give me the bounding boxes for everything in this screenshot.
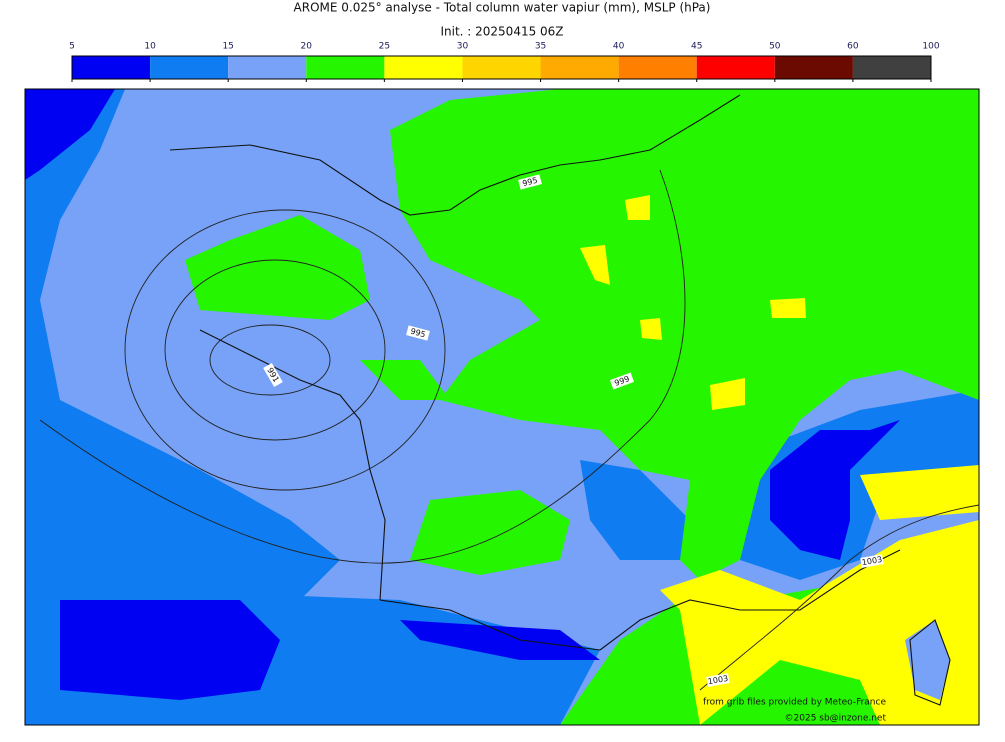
colorbar-frame (71, 55, 932, 80)
isobar-label: 1003 (860, 554, 884, 568)
colorbar-tick-label: 30 (457, 42, 469, 52)
credit: ©2025 sb@inzone.net (785, 714, 887, 724)
colorbar-bin (852, 56, 931, 79)
isobar-label: 995 (406, 325, 430, 341)
colorbar-bin (540, 56, 619, 79)
colorbar-tick-label: 60 (847, 42, 859, 52)
colorbar-tick-label: 40 (613, 42, 625, 52)
colorbar-bin (774, 56, 853, 79)
colorbar-bin (228, 56, 307, 79)
colorbar-tick-label: 45 (691, 42, 702, 52)
colorbar-tick-label: 10 (144, 42, 156, 52)
isobar-label-text: 995 (521, 176, 538, 189)
colorbar-tick-label: 50 (769, 42, 781, 52)
colorbar-bin (306, 56, 385, 79)
isobar-label-bg (406, 325, 430, 341)
isobar-label: 1003 (706, 673, 730, 687)
colorbar-bin (384, 56, 463, 79)
init-time: Init. : 20250415 06Z (440, 25, 563, 39)
isobar-label-bg (518, 174, 542, 190)
colorbar-tick-label: 25 (379, 42, 390, 52)
colorbar-bin (72, 56, 151, 79)
map-frame (24, 88, 980, 726)
colorbar-tick-label: 20 (301, 42, 313, 52)
colorbar: 5 10 15 20 25 30 35 40 45 50 60 100 (69, 42, 940, 82)
isobar-label-bg (263, 362, 283, 388)
isobar-label-text: 1003 (707, 674, 729, 686)
isobar-label-bg (706, 673, 730, 687)
colorbar-bin (462, 56, 541, 79)
title: AROME 0.025° analyse - Total column wate… (294, 1, 711, 15)
colorbar-tick-label: 5 (69, 42, 75, 52)
isobar-label: 999 (609, 372, 635, 390)
colorbar-bin (618, 56, 697, 79)
isobar-label-text: 995 (409, 327, 426, 340)
isobar-label-bg (609, 372, 635, 390)
colorbar-tick-label: 15 (222, 42, 233, 52)
colorbar-bin (696, 56, 775, 79)
colorbar-bin (150, 56, 229, 79)
credit: from grib files provided by Meteo-France (703, 698, 886, 708)
map (25, 89, 979, 725)
colorbar-tick-label: 100 (922, 42, 939, 52)
isobar-label-bg (860, 554, 884, 568)
colorbar-tick-label: 35 (535, 42, 546, 52)
isobar-label-text: 1003 (861, 555, 883, 567)
isobar-label: 995 (518, 174, 542, 190)
